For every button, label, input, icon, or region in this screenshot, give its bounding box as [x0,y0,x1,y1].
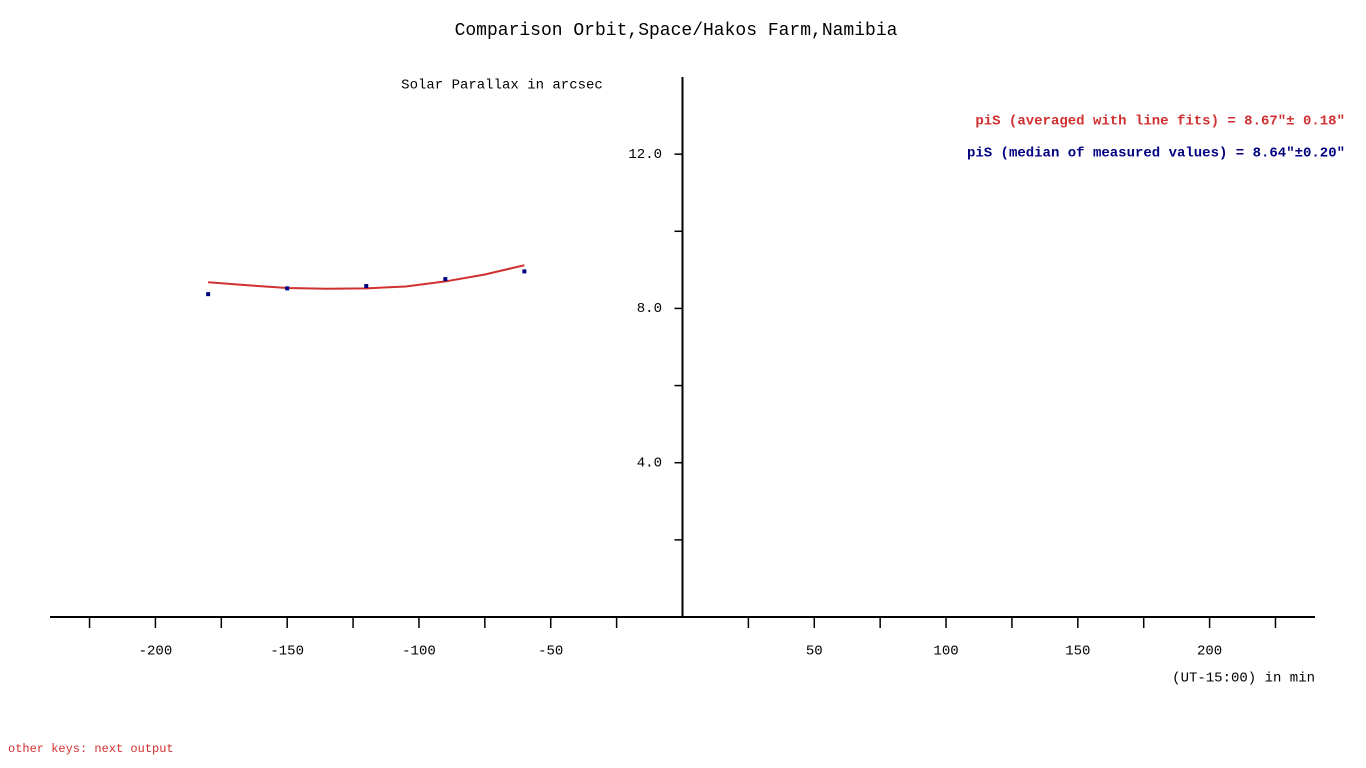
annotation: piS (median of measured values) = 8.64"±… [967,146,1345,162]
data-point [285,286,290,291]
x-tick-label: 100 [933,644,958,660]
chart-title: Comparison Orbit,Space/Hakos Farm,Namibi… [455,21,898,41]
y-tick-label: 8.0 [637,301,662,317]
data-point [364,284,369,289]
x-tick-label: 150 [1065,644,1090,660]
x-tick-label: -100 [402,644,436,660]
x-tick-label: -150 [270,644,304,660]
x-tick-label: -50 [538,644,563,660]
footer-hint: other keys: next output [8,742,174,756]
data-point [522,269,527,274]
y-axis-label: Solar Parallax in arcsec [401,78,603,94]
data-point [443,277,448,282]
y-tick-label: 12.0 [628,147,662,163]
x-tick-label: 50 [806,644,823,660]
x-tick-label: 200 [1197,644,1222,660]
x-tick-label: -200 [139,644,173,660]
y-tick-label: 4.0 [637,455,662,471]
annotation: piS (averaged with line fits) = 8.67"± 0… [975,114,1345,130]
x-axis-label: (UT-15:00) in min [1172,671,1315,687]
fit-line [208,264,525,290]
data-point [206,292,211,297]
